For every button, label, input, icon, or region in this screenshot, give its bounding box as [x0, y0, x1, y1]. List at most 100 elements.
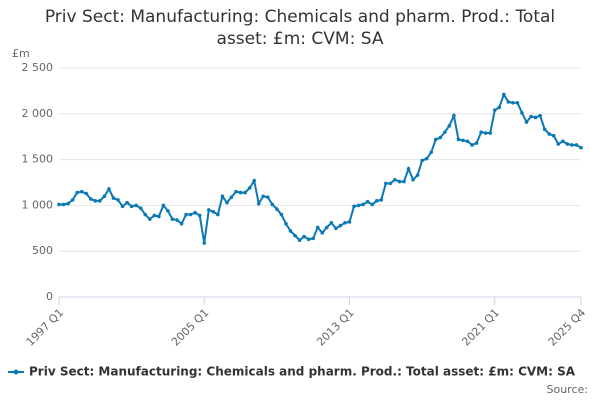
- data-point: [193, 210, 197, 215]
- data-point: [84, 191, 89, 196]
- data-point: [202, 241, 207, 245]
- data-point: [483, 131, 488, 135]
- data-point: [275, 207, 279, 211]
- data-point: [116, 198, 120, 202]
- y-tick-label: 0: [46, 290, 53, 303]
- data-point: [343, 221, 347, 225]
- data-point: [384, 181, 388, 186]
- data-point: [129, 204, 134, 209]
- data-point: [107, 187, 111, 191]
- data-point: [520, 111, 524, 115]
- data-point: [515, 101, 520, 105]
- data-point: [411, 177, 415, 182]
- data-point: [325, 225, 329, 230]
- data-point: [311, 236, 315, 241]
- data-point: [406, 166, 411, 171]
- data-point: [551, 133, 556, 138]
- y-axis-label: £m: [12, 47, 30, 60]
- data-point: [302, 234, 306, 239]
- data-point: [188, 212, 193, 217]
- data-point: [433, 137, 438, 142]
- data-point: [66, 201, 70, 206]
- data-point: [397, 179, 402, 184]
- data-point: [470, 143, 474, 147]
- data-point: [388, 181, 393, 186]
- data-point: [88, 197, 93, 201]
- data-point: [474, 141, 479, 145]
- data-point: [293, 233, 297, 238]
- data-point: [461, 138, 465, 143]
- data-point: [166, 209, 170, 213]
- data-point: [243, 190, 247, 195]
- data-point: [229, 195, 234, 199]
- legend-label: Priv Sect: Manufacturing: Chemicals and …: [29, 365, 576, 379]
- data-point: [320, 231, 325, 235]
- data-point: [143, 212, 148, 217]
- data-point: [93, 199, 98, 203]
- chart-title: Priv Sect: Manufacturing: Chemicals and …: [44, 7, 556, 49]
- data-point: [511, 101, 515, 105]
- data-point: [206, 208, 211, 212]
- data-point: [138, 206, 143, 210]
- data-point: [102, 194, 107, 199]
- x-tick-label: 2005 Q1: [169, 306, 212, 349]
- data-point: [393, 177, 397, 182]
- data-point: [492, 108, 497, 112]
- data-point: [452, 113, 456, 118]
- data-point: [134, 203, 138, 208]
- y-tick-label: 2 500: [22, 61, 54, 74]
- data-point: [579, 145, 583, 150]
- data-point: [75, 190, 79, 195]
- data-point: [574, 143, 579, 147]
- data-point: [506, 100, 511, 104]
- data-point: [379, 198, 384, 202]
- data-point: [456, 137, 461, 142]
- data-point: [424, 156, 429, 161]
- legend-marker: [13, 369, 19, 375]
- data-point: [447, 123, 452, 128]
- x-tick-label: 1997 Q1: [24, 306, 67, 349]
- y-tick-label: 1 500: [22, 153, 54, 166]
- data-point: [79, 189, 84, 194]
- data-point: [352, 204, 356, 209]
- series-line: [59, 92, 582, 244]
- data-point: [284, 221, 288, 226]
- data-point: [225, 200, 229, 205]
- data-point: [220, 194, 225, 199]
- data-point: [98, 199, 102, 203]
- data-point: [157, 214, 161, 219]
- data-point: [256, 201, 261, 206]
- data-point: [347, 220, 352, 224]
- data-point: [270, 202, 275, 207]
- data-point: [438, 135, 443, 140]
- data-point: [488, 131, 493, 135]
- data-point: [184, 212, 188, 217]
- data-point: [261, 194, 266, 199]
- data-point: [365, 199, 370, 204]
- data-point: [234, 189, 238, 194]
- data-point: [329, 221, 334, 225]
- data-point: [216, 212, 220, 217]
- data-point: [334, 226, 338, 231]
- data-point: [297, 238, 302, 243]
- data-point: [147, 217, 152, 221]
- data-point: [288, 229, 293, 233]
- y-tick-label: 500: [32, 244, 53, 257]
- x-tick-label: 2013 Q1: [314, 306, 357, 349]
- data-point: [179, 221, 184, 226]
- data-point: [238, 190, 243, 195]
- data-point: [561, 139, 565, 144]
- data-point: [170, 217, 175, 221]
- data-point: [524, 120, 529, 124]
- data-point: [161, 203, 166, 208]
- data-point: [415, 173, 420, 177]
- data-point: [175, 218, 179, 222]
- data-point: [538, 113, 542, 118]
- data-point: [247, 186, 252, 190]
- data-point: [120, 204, 125, 209]
- data-point: [402, 179, 406, 184]
- data-point: [57, 202, 61, 207]
- data-point: [211, 210, 216, 214]
